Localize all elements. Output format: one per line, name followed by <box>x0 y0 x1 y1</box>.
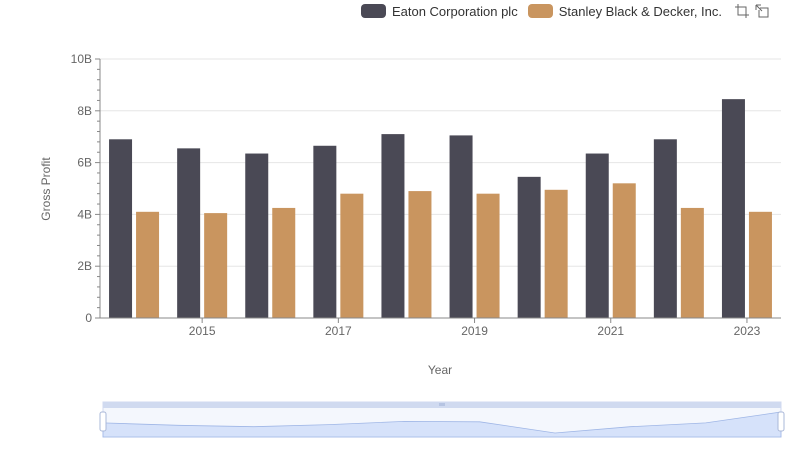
y-tick-label: 2B <box>77 259 92 273</box>
bar-eaton-2020[interactable] <box>517 176 541 318</box>
bars-group <box>109 99 772 319</box>
bar-stanley-2018[interactable] <box>408 191 432 318</box>
legend-swatch-stanley <box>527 4 553 18</box>
x-axis-label: Year <box>428 363 452 377</box>
legend-label-eaton: Eaton Corporation plc <box>391 3 518 19</box>
bar-eaton-2017[interactable] <box>313 145 337 318</box>
legend: Eaton Corporation plc Stanley Black & De… <box>351 3 770 19</box>
bar-eaton-2015[interactable] <box>177 148 201 318</box>
legend-item-eaton[interactable]: Eaton Corporation plc <box>360 3 518 19</box>
x-tick-label: 2023 <box>734 324 761 338</box>
bar-eaton-2019[interactable] <box>449 135 473 318</box>
slider-grip-icon[interactable] <box>439 403 445 406</box>
bar-stanley-2014[interactable] <box>136 211 160 318</box>
zoom-icon[interactable] <box>734 3 750 19</box>
legend-label-stanley: Stanley Black & Decker, Inc. <box>558 3 722 19</box>
bar-eaton-2014[interactable] <box>109 139 133 318</box>
slider-handle-right[interactable] <box>777 411 785 432</box>
bar-stanley-2019[interactable] <box>476 193 500 318</box>
grid-lines <box>100 58 781 267</box>
bar-eaton-2022[interactable] <box>653 139 677 318</box>
bar-stanley-2016[interactable] <box>272 207 296 318</box>
bar-stanley-2015[interactable] <box>204 213 228 318</box>
bar-eaton-2016[interactable] <box>245 153 269 318</box>
bar-stanley-2023[interactable] <box>748 211 772 318</box>
legend-item-stanley[interactable]: Stanley Black & Decker, Inc. <box>527 3 722 19</box>
x-axis: 2015 2017 2019 2021 2023 <box>100 317 781 338</box>
bar-eaton-2023[interactable] <box>721 99 745 319</box>
y-tick-label: 0 <box>85 311 92 325</box>
x-tick-label: 2021 <box>597 324 624 338</box>
x-tick-label: 2015 <box>189 324 216 338</box>
bar-stanley-2017[interactable] <box>340 193 364 318</box>
toolbox <box>730 3 770 19</box>
y-tick-label: 6B <box>77 156 92 170</box>
slider-handle-left[interactable] <box>99 411 107 432</box>
bar-stanley-2020[interactable] <box>544 189 568 318</box>
y-tick-label: 10B <box>71 52 92 66</box>
legend-swatch-eaton <box>360 4 386 18</box>
data-zoom-slider[interactable] <box>99 401 785 438</box>
bar-eaton-2021[interactable] <box>585 153 609 318</box>
y-tick-label: 8B <box>77 104 92 118</box>
x-tick-label: 2017 <box>325 324 352 338</box>
y-axis: 0 2B 4B 6B 8B 10B <box>71 52 101 325</box>
x-tick-label: 2019 <box>461 324 488 338</box>
bar-stanley-2022[interactable] <box>680 207 704 318</box>
y-tick-label: 4B <box>77 207 92 221</box>
y-axis-label: Gross Profit <box>39 157 53 221</box>
bar-stanley-2021[interactable] <box>612 183 636 318</box>
bar-eaton-2018[interactable] <box>381 134 405 318</box>
restore-icon[interactable] <box>754 3 770 19</box>
